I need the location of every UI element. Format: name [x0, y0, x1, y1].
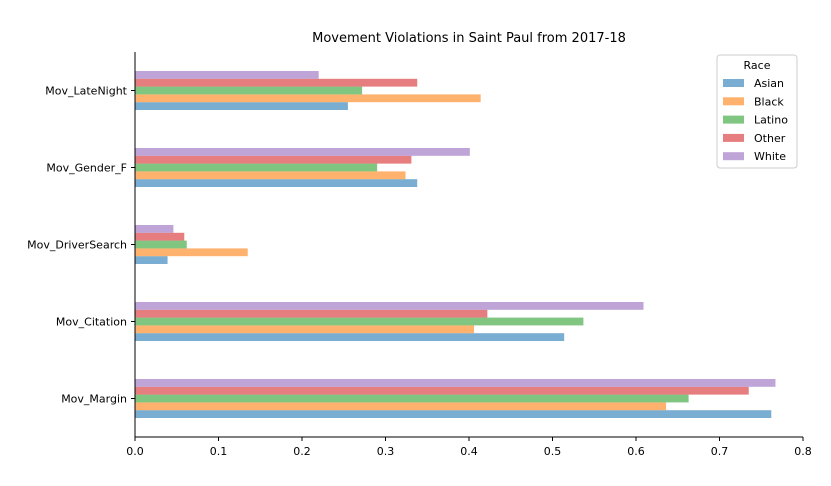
legend-label-other: Other	[754, 132, 786, 145]
bar-black-mov_latenight	[135, 94, 481, 103]
y-tick-label: Mov_LateNight	[45, 85, 127, 98]
legend-label-white: White	[754, 150, 786, 163]
legend-swatch-other	[723, 133, 744, 142]
legend-label-asian: Asian	[754, 77, 784, 90]
bar-asian-mov_latenight	[135, 102, 348, 110]
bar-other-mov_latenight	[135, 78, 418, 87]
x-tick-label: 0.0	[126, 445, 144, 458]
legend-label-black: Black	[754, 95, 784, 108]
bar-latino-mov_driversearch	[135, 240, 187, 249]
chart-title: Movement Violations in Saint Paul from 2…	[312, 31, 626, 46]
bar-other-mov_margin	[135, 386, 749, 395]
bar-other-mov_driversearch	[135, 232, 185, 241]
bar-white-mov_margin	[135, 379, 776, 387]
bar-black-mov_citation	[135, 325, 475, 334]
x-tick-label: 0.8	[794, 445, 812, 458]
bar-black-mov_gender_f	[135, 171, 406, 180]
legend: Race Asian Black Latino Other White	[716, 54, 798, 169]
x-tick-label: 0.2	[293, 445, 311, 458]
legend-label-latino: Latino	[754, 114, 788, 127]
bar-asian-mov_driversearch	[135, 256, 168, 264]
bar-latino-mov_margin	[135, 394, 689, 403]
bar-asian-mov_citation	[135, 333, 565, 341]
axes: 0.0 0.1 0.2 0.3 0.4 0.5 0.6 0.7 0.8 Mov_LateNight…	[27, 52, 812, 458]
bar-latino-mov_citation	[135, 317, 584, 326]
x-tick-label: 0.3	[377, 445, 395, 458]
y-tick-label: Mov_Citation	[56, 316, 127, 329]
y-tick-label: Mov_DriverSearch	[27, 239, 127, 252]
bar-black-mov_driversearch	[135, 248, 248, 257]
bar-latino-mov_gender_f	[135, 163, 378, 172]
legend-swatch-asian	[723, 79, 744, 87]
bar-other-mov_citation	[135, 309, 488, 318]
x-tick-label: 0.5	[544, 445, 562, 458]
bar-latino-mov_latenight	[135, 86, 363, 95]
legend-swatch-white	[723, 152, 744, 161]
bar-white-mov_citation	[135, 302, 644, 310]
legend-swatch-black	[723, 97, 744, 106]
bar-white-mov_driversearch	[135, 225, 174, 233]
y-tick-label: Mov_Gender_F	[46, 162, 127, 175]
y-tick-label: Mov_Margin	[61, 393, 127, 406]
bar-asian-mov_margin	[135, 410, 772, 418]
bars	[135, 71, 776, 418]
bar-white-mov_gender_f	[135, 148, 470, 156]
legend-title: Race	[744, 59, 771, 72]
bar-white-mov_latenight	[135, 71, 319, 79]
x-tick-label: 0.7	[711, 445, 729, 458]
bar-asian-mov_gender_f	[135, 179, 418, 187]
x-tick-label: 0.6	[627, 445, 645, 458]
x-tick-label: 0.4	[460, 445, 478, 458]
bar-black-mov_margin	[135, 402, 667, 411]
bar-other-mov_gender_f	[135, 155, 412, 164]
legend-swatch-latino	[723, 115, 744, 124]
x-tick-label: 0.1	[210, 445, 228, 458]
